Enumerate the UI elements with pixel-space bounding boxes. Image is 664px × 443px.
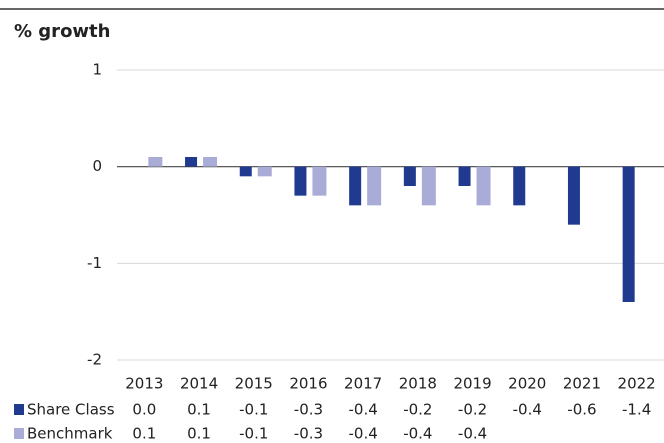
data-label: -0.4 (349, 425, 378, 443)
x-tick-label: 2013 (125, 375, 163, 393)
x-tick-label: 2016 (289, 375, 327, 393)
y-tick-label: -2 (87, 351, 102, 369)
data-label: -0.4 (349, 401, 378, 419)
x-tick-label: 2019 (453, 375, 491, 393)
legend-label: Share Class (27, 401, 115, 419)
x-tick-label: 2015 (235, 375, 273, 393)
data-label: -0.3 (294, 425, 323, 443)
y-tick-label: 1 (92, 61, 102, 79)
bar (421, 166, 436, 206)
bar (257, 166, 272, 177)
data-label: -0.2 (403, 401, 432, 419)
data-label: 0.1 (187, 425, 211, 443)
data-label: -0.4 (403, 425, 432, 443)
bar (312, 166, 327, 196)
bar (294, 166, 307, 196)
bar (513, 166, 526, 206)
y-tick-label: 0 (92, 157, 102, 175)
bar (476, 166, 491, 206)
bar (403, 166, 416, 186)
bar (567, 166, 580, 225)
data-label: -0.4 (458, 425, 487, 443)
bar (148, 157, 163, 167)
data-label: -0.4 (513, 401, 542, 419)
data-label: -0.3 (294, 401, 323, 419)
bar (349, 166, 362, 206)
bar (367, 166, 382, 206)
data-label: 0.1 (187, 401, 211, 419)
data-label: -0.2 (458, 401, 487, 419)
x-tick-label: 2017 (344, 375, 382, 393)
data-label: 0.0 (132, 401, 156, 419)
chart-title: % growth (14, 21, 110, 42)
bar (239, 166, 252, 177)
x-tick-label: 2014 (180, 375, 218, 393)
y-tick-label: -1 (87, 254, 102, 272)
data-label: -0.1 (239, 401, 268, 419)
legend-swatch (14, 428, 24, 439)
bar (185, 157, 198, 167)
x-tick-label: 2020 (508, 375, 546, 393)
bar (622, 166, 635, 302)
bar (458, 166, 471, 186)
data-label: -1.4 (622, 401, 651, 419)
legend-swatch (14, 404, 24, 415)
legend-label: Benchmark (27, 425, 113, 443)
x-tick-label: 2021 (563, 375, 601, 393)
data-label: -0.6 (567, 401, 596, 419)
data-label: 0.1 (132, 425, 156, 443)
data-label: -0.1 (239, 425, 268, 443)
x-tick-label: 2022 (618, 375, 656, 393)
x-tick-label: 2018 (399, 375, 437, 393)
bar (203, 157, 218, 167)
